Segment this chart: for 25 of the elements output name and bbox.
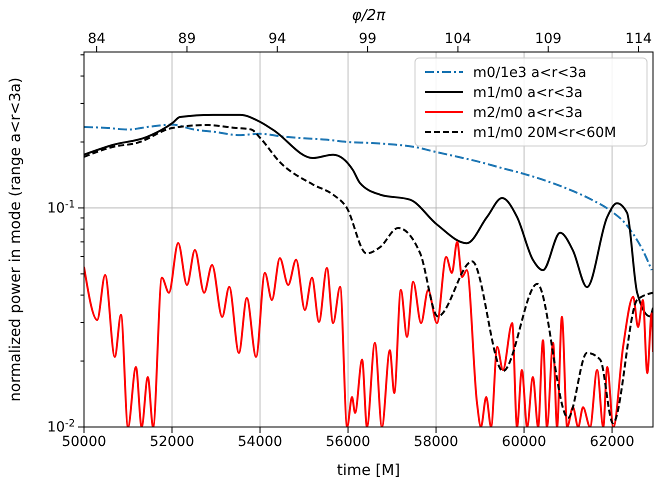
y-axis-title: normalized power in mode (range a<r<3a) [6,77,24,402]
legend-label: m0/1e3 a<r<3a [473,64,586,81]
x-tick-label: 54000 [238,434,282,450]
x2-tick-label: 104 [444,31,472,47]
x-tick-label: 60000 [502,434,546,450]
y-tick-label: 10$^{-1}$ [47,198,75,216]
x2-tick-label: 114 [625,31,652,47]
line-series [84,124,653,272]
x2-tick-label: 99 [358,31,377,47]
legend-label: m1/m0 20M<r<60M [473,124,616,141]
line-series [84,240,653,427]
x-tick-label: 58000 [414,434,458,450]
x-tick-label: 56000 [326,434,370,450]
x2-tick-label: 89 [178,31,196,47]
x2-tick-label: 109 [534,31,562,47]
x2-axis-title: φ/2π [352,6,386,24]
x2-tick-label: 84 [88,31,106,47]
y-tick-label: 10$^{-2}$ [47,418,75,436]
x-tick-label: 50000 [62,434,106,450]
legend-label: m1/m0 a<r<3a [473,84,583,101]
x-tick-label: 52000 [150,434,194,450]
x-tick-label: 62000 [590,434,634,450]
legend-label: m2/m0 a<r<3a [473,104,583,121]
x2-tick-label: 94 [268,31,286,47]
x-axis-title: time [M] [336,461,400,479]
